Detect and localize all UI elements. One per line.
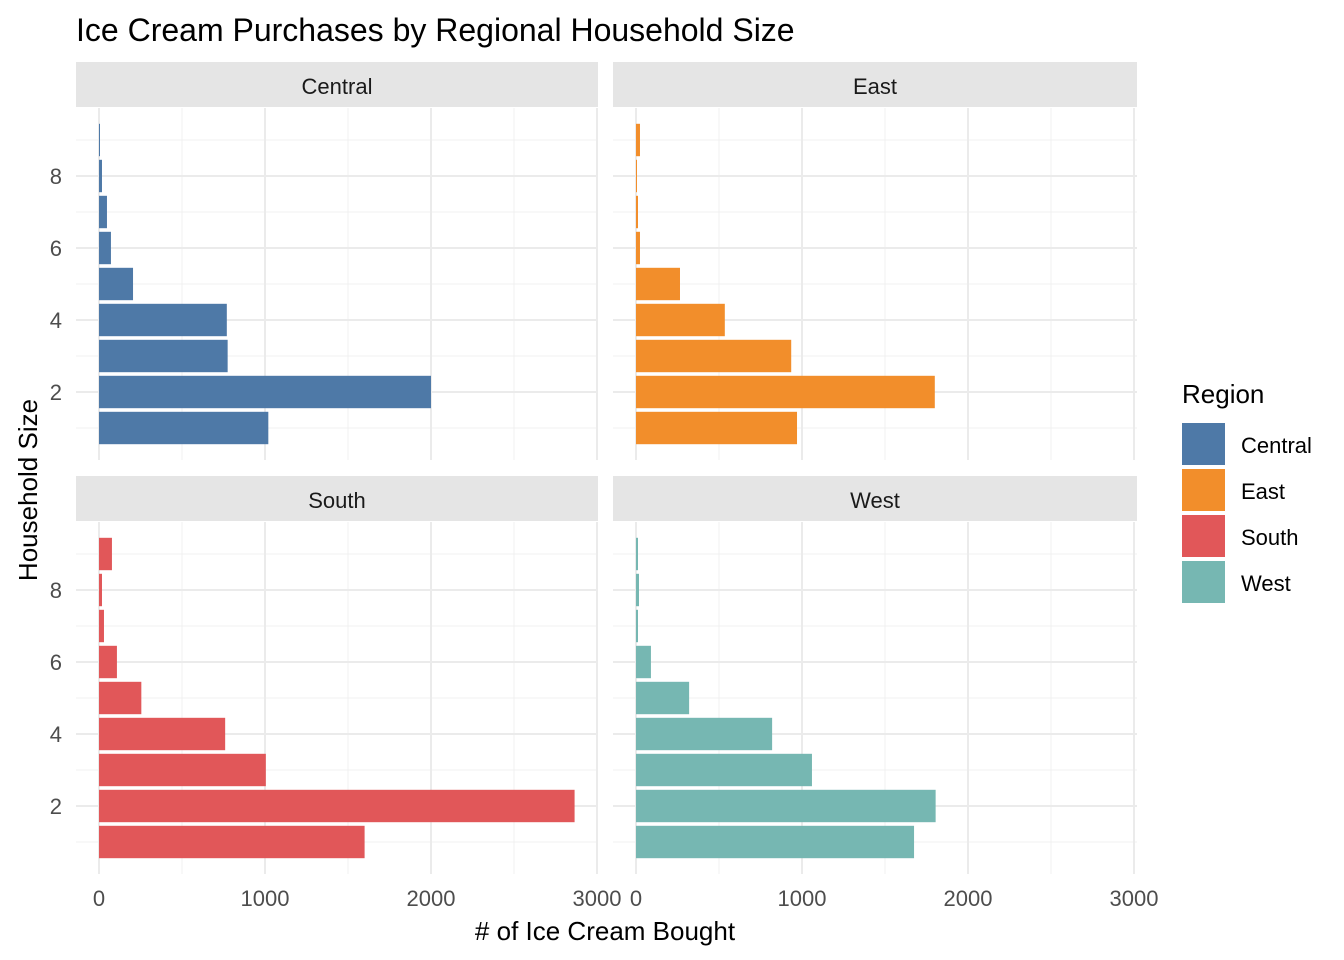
x-tick-label: 2000: [944, 886, 993, 911]
y-tick-label: 8: [50, 164, 62, 189]
facet-label: East: [853, 74, 897, 99]
bar-west-size-9: [636, 537, 638, 571]
bar-west-size-1: [636, 825, 915, 859]
legend-key-central: [1182, 423, 1225, 465]
legend-label: East: [1241, 479, 1285, 504]
legend-label: South: [1241, 525, 1299, 550]
y-tick-label: 2: [50, 794, 62, 819]
x-tick-label: 2000: [407, 886, 456, 911]
bar-east-size-8: [636, 159, 637, 193]
bar-east-size-6: [636, 231, 640, 265]
bar-east-size-1: [636, 411, 798, 445]
x-tick-label: 0: [93, 886, 105, 911]
facet-strip: [76, 476, 598, 521]
legend-key-west: [1182, 561, 1225, 603]
bar-west-size-7: [636, 609, 638, 643]
bar-south-size-7: [99, 609, 104, 643]
x-tick-label: 1000: [241, 886, 290, 911]
legend-label: Central: [1241, 433, 1312, 458]
legend-key-east: [1182, 469, 1225, 511]
bar-west-size-3: [636, 753, 812, 787]
y-tick-label: 8: [50, 578, 62, 603]
bar-east-size-9: [636, 123, 640, 157]
bar-east-size-2: [636, 375, 935, 409]
facet-label: South: [308, 488, 366, 513]
bar-east-size-3: [636, 339, 792, 373]
facet-south: South 2 4 6 8 0 1000 2000 3000: [50, 476, 622, 911]
bar-south-size-9: [99, 537, 112, 571]
bar-central-size-5: [99, 267, 134, 301]
bar-south-size-6: [99, 645, 117, 679]
facet-west: West 0 1000 2000 3000: [613, 476, 1158, 911]
bar-central-size-7: [99, 195, 107, 229]
bar-south-size-2: [99, 789, 575, 823]
legend-label: West: [1241, 571, 1291, 596]
y-axis-label: Household Size: [13, 399, 43, 581]
facet-strip: [613, 62, 1137, 107]
legend-title: Region: [1182, 379, 1264, 409]
y-tick-label: 6: [50, 236, 62, 261]
x-tick-label: 3000: [1110, 886, 1159, 911]
x-tick-label: 1000: [778, 886, 827, 911]
facet-label: West: [850, 488, 900, 513]
bar-west-size-8: [636, 573, 639, 607]
y-tick-label: 4: [50, 308, 62, 333]
x-tick-label: 3000: [573, 886, 622, 911]
bar-central-size-4: [99, 303, 227, 337]
bar-central-size-6: [99, 231, 111, 265]
bar-south-size-5: [99, 681, 142, 715]
bar-south-size-3: [99, 753, 266, 787]
x-axis-label: # of Ice Cream Bought: [475, 916, 736, 946]
facet-strip: [613, 476, 1137, 521]
bar-west-size-2: [636, 789, 936, 823]
legend-key-south: [1182, 515, 1225, 557]
bar-east-size-5: [636, 267, 680, 301]
bar-south-size-4: [99, 717, 226, 751]
y-tick-label: 2: [50, 380, 62, 405]
bar-central-size-1: [99, 411, 269, 445]
bar-central-size-2: [99, 375, 431, 409]
bar-west-size-4: [636, 717, 773, 751]
bar-south-size-1: [99, 825, 365, 859]
bar-central-size-8: [99, 159, 102, 193]
bar-central-size-3: [99, 339, 228, 373]
facet-strip: [76, 62, 598, 107]
chart-title: Ice Cream Purchases by Regional Househol…: [76, 12, 795, 48]
bar-east-size-7: [636, 195, 638, 229]
y-tick-label: 4: [50, 722, 62, 747]
facet-east: East: [613, 62, 1137, 460]
legend: Central East South West: [1182, 423, 1312, 603]
facet-central: Central 2 4 6 8: [50, 62, 598, 460]
x-tick-label: 0: [630, 886, 642, 911]
bar-south-size-8: [99, 573, 102, 607]
y-tick-label: 6: [50, 650, 62, 675]
facet-label: Central: [302, 74, 373, 99]
bar-west-size-6: [636, 645, 651, 679]
bar-central-size-9: [99, 123, 100, 157]
bar-east-size-4: [636, 303, 725, 337]
bar-west-size-5: [636, 681, 690, 715]
